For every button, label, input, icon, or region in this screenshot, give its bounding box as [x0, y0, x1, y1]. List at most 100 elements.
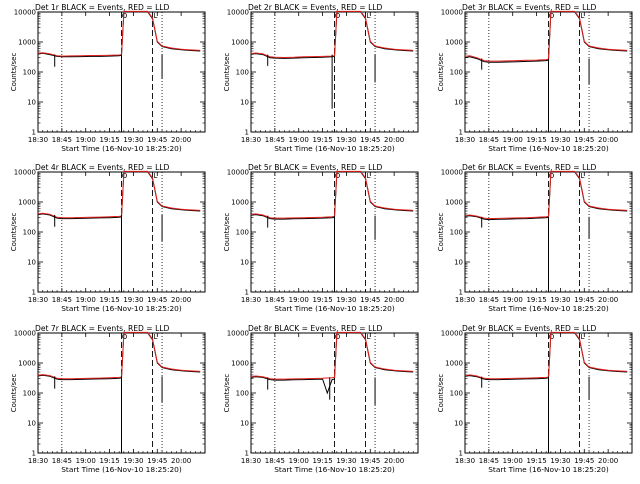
panel-9: Det 9r BLACK = Events, RED = LLD 1 10 100 10… — [437, 324, 633, 474]
lld-series-line — [250, 10, 414, 59]
x-tick-label: 18:45 — [479, 136, 499, 144]
y-tick-label: 100 — [236, 390, 249, 398]
x-tick-label: 19:45 — [147, 296, 167, 304]
y-tick-label: 1 — [245, 289, 249, 297]
marker-label-l: L — [154, 333, 158, 341]
x-tick-label: 20:00 — [598, 296, 618, 304]
x-tick-label: 19:15 — [99, 457, 119, 465]
x-tick-label: 19:15 — [312, 296, 332, 304]
x-tick-label: 20:00 — [598, 457, 618, 465]
lld-series-line — [37, 170, 201, 219]
x-tick-label: 18:45 — [265, 457, 285, 465]
x-tick-label: 19:15 — [526, 457, 546, 465]
x-tick-label: 18:30 — [455, 136, 475, 144]
marker-label-l: L — [367, 172, 371, 180]
x-tick-label: 19:00 — [289, 136, 309, 144]
events-series-line — [37, 332, 201, 381]
x-tick-label: 18:45 — [52, 136, 72, 144]
y-tick-label: 10 — [27, 420, 36, 428]
marker-label-o: O — [122, 12, 128, 20]
y-tick-label: 10000 — [441, 169, 463, 177]
x-axis-label: Start Time (16-Nov-10 18:25:20) — [488, 304, 609, 313]
y-tick-label: 10 — [454, 420, 463, 428]
x-tick-label: 20:00 — [384, 457, 404, 465]
x-tick-label: 20:00 — [598, 136, 618, 144]
x-tick-label: 19:00 — [289, 296, 309, 304]
x-tick-label: 19:30 — [123, 296, 143, 304]
y-axis-label: Counts/sec — [10, 374, 18, 413]
y-axis-label: Counts/sec — [223, 213, 231, 252]
y-tick-label: 10000 — [441, 330, 463, 338]
y-tick-label: 1 — [245, 129, 249, 137]
panel-title: Det 1r BLACK = Events, RED = LLD — [35, 3, 170, 12]
y-tick-label: 10 — [240, 259, 249, 267]
y-tick-label: 100 — [236, 69, 249, 77]
y-tick-label: 100 — [23, 229, 36, 237]
panel-title: Det 6r BLACK = Events, RED = LLD — [462, 163, 597, 172]
x-tick-label: 19:15 — [526, 136, 546, 144]
y-tick-label: 100 — [450, 390, 463, 398]
x-tick-label: 19:30 — [550, 457, 570, 465]
y-axis-label: Counts/sec — [10, 53, 18, 92]
y-tick-label: 10000 — [441, 9, 463, 17]
marker-label-l: L — [154, 12, 158, 20]
panel-8: Det 8r BLACK = Events, RED = LLD 1 10 100 10… — [223, 324, 419, 474]
x-tick-label: 20:00 — [384, 296, 404, 304]
marker-label-l: L — [581, 172, 585, 180]
y-tick-label: 1000 — [231, 39, 249, 47]
x-tick-label: 20:00 — [384, 136, 404, 144]
x-tick-label: 20:00 — [171, 136, 191, 144]
lld-series-line — [250, 170, 414, 219]
x-tick-label: 18:45 — [265, 136, 285, 144]
panel-2: Det 2r BLACK = Events, RED = LLD 1 10 100 10… — [223, 3, 419, 153]
x-tick-label: 20:00 — [171, 296, 191, 304]
marker-label-o: O — [122, 172, 128, 180]
x-tick-label: 19:45 — [574, 136, 594, 144]
panel-title: Det 4r BLACK = Events, RED = LLD — [35, 163, 170, 172]
events-series-line — [250, 332, 414, 395]
x-tick-label: 19:45 — [574, 296, 594, 304]
x-tick-label: 19:45 — [360, 136, 380, 144]
panel-title: Det 3r BLACK = Events, RED = LLD — [462, 3, 597, 12]
events-series-line — [464, 332, 628, 381]
y-tick-label: 1000 — [231, 199, 249, 207]
y-tick-label: 1000 — [445, 39, 463, 47]
y-tick-label: 10 — [27, 259, 36, 267]
x-tick-label: 19:30 — [123, 136, 143, 144]
marker-label-o: O — [335, 333, 341, 341]
marker-label-o: O — [549, 333, 555, 341]
x-tick-label: 18:30 — [455, 296, 475, 304]
marker-label-o: O — [549, 172, 555, 180]
x-axis-label: Start Time (16-Nov-10 18:25:20) — [488, 144, 609, 153]
panel-title: Det 5r BLACK = Events, RED = LLD — [248, 163, 383, 172]
lld-series-line — [37, 10, 201, 57]
events-series-line — [37, 171, 201, 220]
y-tick-label: 10000 — [14, 169, 36, 177]
x-tick-label: 20:00 — [171, 457, 191, 465]
panel-4: Det 4r BLACK = Events, RED = LLD 1 10 100 10… — [10, 163, 206, 313]
x-tick-label: 19:00 — [503, 457, 523, 465]
x-tick-label: 19:45 — [360, 457, 380, 465]
x-tick-label: 19:15 — [99, 136, 119, 144]
y-tick-label: 1000 — [231, 360, 249, 368]
x-tick-label: 19:15 — [99, 296, 119, 304]
marker-label-l: L — [367, 12, 371, 20]
y-tick-label: 1000 — [18, 360, 36, 368]
marker-label-l: L — [154, 172, 158, 180]
x-tick-label: 19:00 — [76, 457, 96, 465]
x-tick-label: 19:30 — [336, 457, 356, 465]
y-tick-label: 1 — [459, 289, 463, 297]
x-tick-label: 19:00 — [503, 296, 523, 304]
y-axis-label: Counts/sec — [223, 374, 231, 413]
x-tick-label: 19:30 — [336, 136, 356, 144]
y-tick-label: 100 — [450, 69, 463, 77]
marker-label-o: O — [335, 12, 341, 20]
panel-3: Det 3r BLACK = Events, RED = LLD 1 10 100 10… — [437, 3, 633, 153]
y-tick-label: 10000 — [227, 330, 249, 338]
events-series-line — [464, 171, 628, 221]
x-tick-label: 19:45 — [360, 296, 380, 304]
y-tick-label: 10000 — [227, 9, 249, 17]
events-series-line — [37, 11, 201, 58]
y-axis-label: Counts/sec — [437, 374, 445, 413]
